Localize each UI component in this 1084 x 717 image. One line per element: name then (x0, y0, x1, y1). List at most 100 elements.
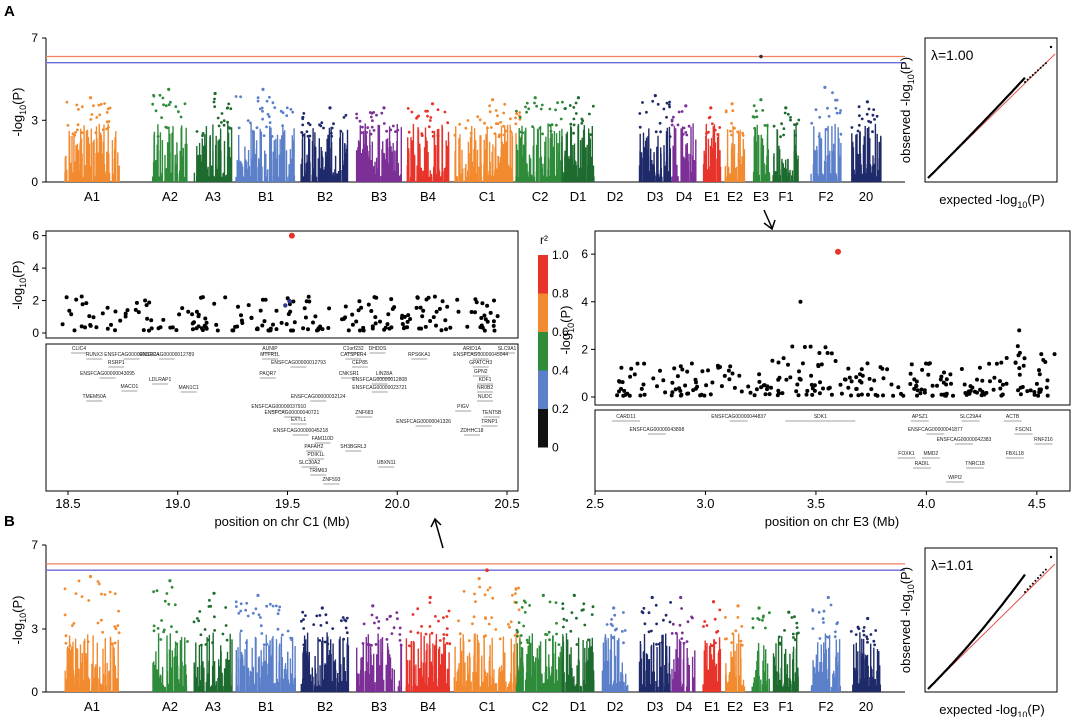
manhattan-b-snp (301, 610, 305, 614)
manhattan-b-snp (173, 603, 177, 607)
manhattan-a-snp (281, 124, 284, 127)
regional-e3-snp (854, 375, 859, 380)
manhattan-b-snp (642, 606, 646, 610)
manhattan-a-snp (860, 117, 864, 121)
manhattan-b-snp (490, 616, 494, 619)
manhattan-b-snp (108, 590, 112, 594)
manhattan-a-snp (509, 130, 513, 133)
manhattan-a-chr-band-D4 (671, 123, 697, 182)
r2-legend-bar (538, 255, 548, 448)
manhattan-b-snp (562, 617, 566, 621)
manhattan-a-snp (503, 102, 507, 106)
manhattan-b-snp (365, 643, 369, 646)
manhattan-b-snp (251, 611, 255, 615)
manhattan-a-peak-snp (88, 96, 93, 100)
manhattan-b-snp (623, 629, 627, 632)
manhattan-b-snp (438, 639, 442, 642)
manhattan-a-snp (568, 104, 572, 107)
regional-c1-snp (421, 308, 426, 313)
regional-c1-snp (482, 313, 487, 318)
manhattan-a-snp (267, 115, 271, 119)
manhattan-b-snp (175, 642, 179, 646)
regional-e3-snp (809, 382, 814, 387)
qq-b-y-title: observed -log10(P) (898, 567, 916, 673)
manhattan-b-snp (561, 602, 565, 606)
regional-e3-snp (794, 389, 799, 394)
manhattan-a-snp (857, 105, 861, 109)
manhattan-a-peak-snp (709, 106, 713, 110)
manhattan-a-snp (174, 105, 178, 108)
manhattan-a-snp (502, 124, 505, 128)
regional-e3-snp (1000, 382, 1005, 387)
regional-c1-snp (350, 322, 355, 327)
regional-c1-snp (456, 309, 461, 314)
manhattan-a-snp (548, 123, 552, 127)
regional-e3-snp (812, 383, 817, 388)
regional-e3-snp (915, 393, 919, 398)
regional-c1-snp (204, 320, 209, 325)
regional-c1-snp (385, 322, 390, 327)
regional-e3-snp (809, 373, 814, 378)
manhattan-a-snp (162, 103, 166, 107)
manhattan-a-peak-snp (784, 106, 788, 110)
manhattan-plot-a: -log10(P) 0 3 7 A1 A2 A3 B1 B2 B3 B4 C1 C2 D1 D2 D3 D4… (10, 31, 905, 204)
regional-c1-snp (72, 328, 77, 333)
manhattan-a-snp (156, 135, 160, 138)
manhattan-b-snp (548, 600, 552, 604)
manhattan-b-chr-band-B3 (356, 633, 403, 692)
regional-e3-snp (739, 389, 744, 394)
regional-e3-snp (704, 383, 709, 388)
manhattan-a-snp (782, 127, 786, 130)
manhattan-a-snp (355, 112, 358, 116)
regional-c1-snp (492, 328, 497, 333)
qq-b-tail-point (1039, 574, 1042, 577)
regional-e3-snp (776, 377, 781, 382)
regional-c1-gene-label: GPATCH3 (469, 360, 492, 366)
r2-legend-title: r² (540, 233, 548, 247)
manhattan-b-snp (345, 631, 349, 635)
regional-c1-snp (143, 298, 148, 303)
manhattan-a-snp (569, 122, 573, 126)
manhattan-b-snp (751, 617, 755, 620)
manhattan-b-snp (300, 619, 303, 623)
manhattan-b-snp (664, 613, 668, 617)
manhattan-b-snp (246, 614, 250, 618)
regional-c1-gene-label: CNKSR1 (339, 371, 360, 377)
regional-c1-snp (302, 306, 307, 311)
manhattan-b-chr-label-B3: B3 (371, 699, 387, 714)
regional-e3-snp (673, 387, 678, 392)
manhattan-b-snp (829, 603, 833, 607)
manhattan-b-snp (519, 634, 523, 637)
regional-c1-snp (190, 312, 195, 317)
regional-plot-e3: -log10(P) 0 2 4 6 CARD11 ENSFCAG00000043898 E… (558, 230, 1071, 529)
regional-e3-snp (849, 379, 854, 384)
regional-c1-snp (105, 305, 110, 310)
manhattan-plot-b: -log10(P) 0 3 7 A1 A2 A3 B1 B2 B3 B4 C1 C2 D1 D2 D3 D4… (10, 538, 905, 714)
regional-e3-snp (872, 378, 877, 383)
manhattan-a-snp (574, 112, 578, 115)
manhattan-a-snp (216, 116, 220, 120)
manhattan-b-snp (63, 613, 67, 617)
regional-e3-snp (685, 391, 690, 396)
qq-a-lambda: λ=1.00 (931, 47, 974, 63)
regional-e3-snp (642, 392, 647, 397)
regional-e3-snp (968, 388, 973, 393)
manhattan-a-snp (370, 125, 374, 129)
manhattan-b-peak-snp (541, 593, 545, 598)
manhattan-b-snp (424, 632, 428, 636)
manhattan-a-snp (488, 110, 492, 114)
manhattan-a-peak-snp (261, 87, 265, 91)
manhattan-b-peak-snp (88, 574, 93, 579)
manhattan-b-snp (836, 621, 839, 624)
manhattan-a-snp (369, 115, 373, 119)
regional-c1-snp (215, 328, 220, 333)
regional-c1-snp (480, 301, 485, 306)
regional-e3-snp (1016, 353, 1021, 358)
manhattan-a-chr-label-F1: F1 (778, 189, 793, 204)
manhattan-a-snp (588, 112, 591, 116)
regional-e3-snp (788, 375, 793, 380)
manhattan-a-snp (443, 110, 447, 114)
regional-e3-x-tick-label: 4.5 (1028, 496, 1046, 511)
manhattan-a-snp (382, 122, 386, 125)
regional-e3-snp (693, 386, 698, 391)
